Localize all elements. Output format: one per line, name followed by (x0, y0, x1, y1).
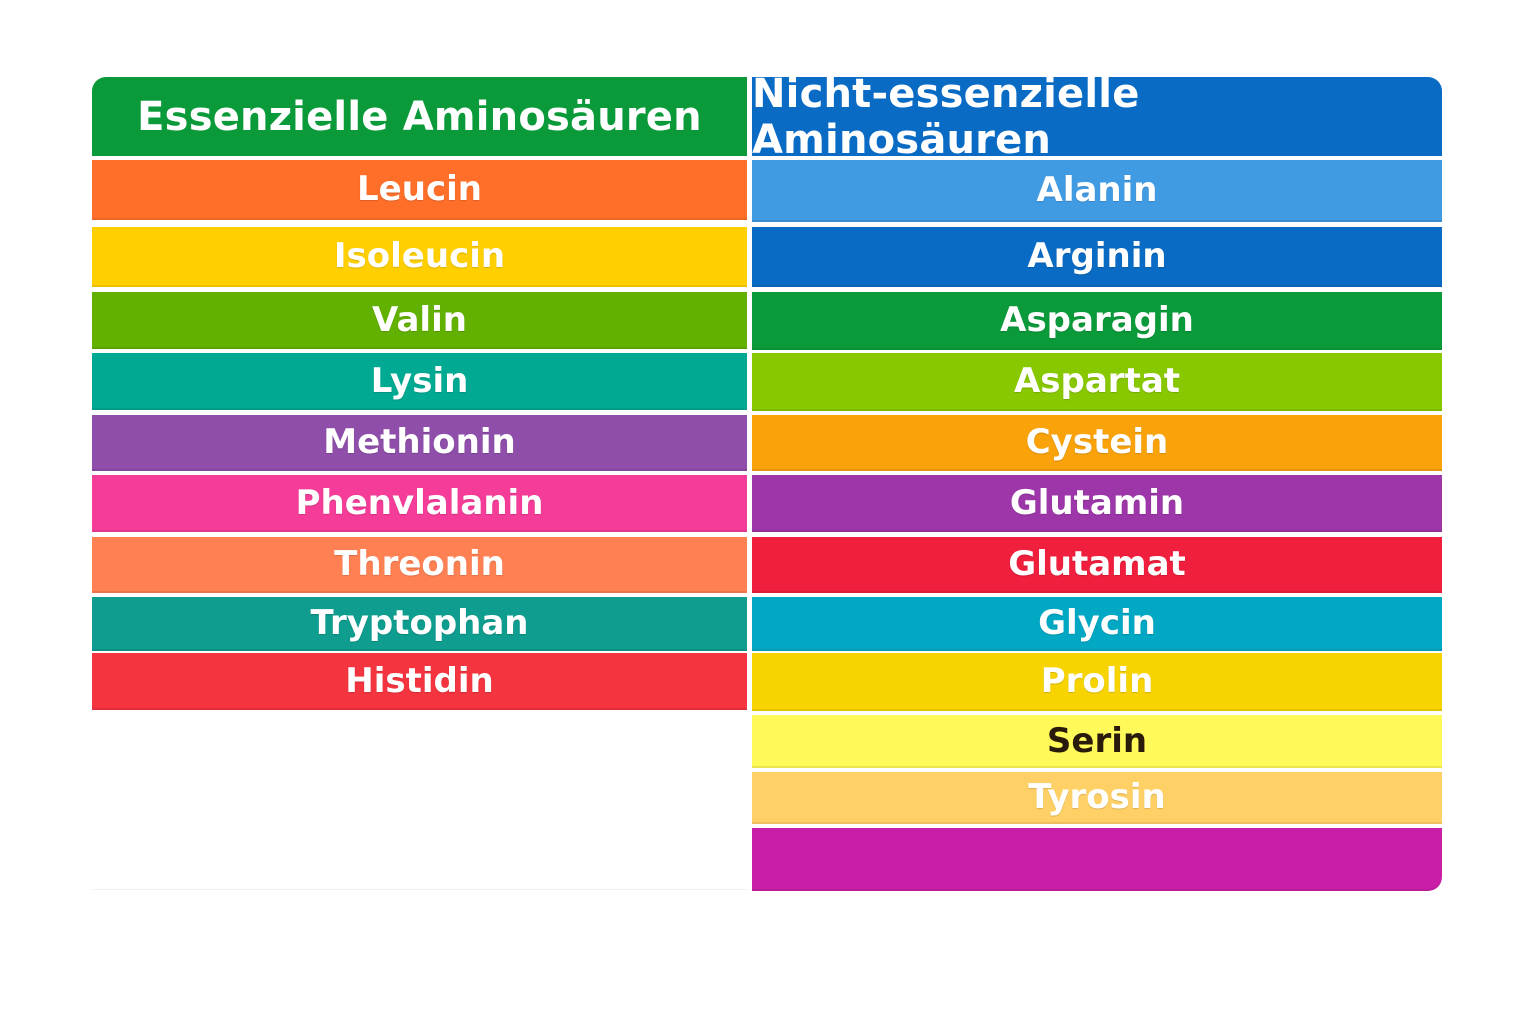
essential-item-histidin: Histidin (92, 653, 747, 710)
non-essential-item-cystein: Cystein (752, 415, 1442, 471)
non-essential-item-glycin: Glycin (752, 597, 1442, 651)
essential-item-isoleucin: Isoleucin (92, 227, 747, 287)
non-essential-item-serin: Serin (752, 715, 1442, 768)
non-essential-item-asparagin: Asparagin (752, 292, 1442, 350)
non-essential-item-alanin: Alanin (752, 160, 1442, 222)
non-essential-item-arginin: Arginin (752, 227, 1442, 287)
non-essential-item-aspartat: Aspartat (752, 353, 1442, 411)
essential-item-methionin: Methionin (92, 415, 747, 471)
essential-item-lysin: Lysin (92, 353, 747, 410)
non-essential-item-glutamin: Glutamin (752, 475, 1442, 532)
empty-cell (92, 768, 747, 827)
non-essential-item-glutamat: Glutamat (752, 537, 1442, 593)
essential-item-leucin: Leucin (92, 160, 747, 220)
essential-item-threonin: Threonin (92, 537, 747, 593)
non-essential-header: Nicht-essenzielle Aminosäuren (752, 71, 1442, 163)
non-essential-item-prolin: Prolin (752, 653, 1442, 711)
amino-acid-table: Essenzielle Aminosäuren Leucin Isoleucin… (92, 71, 1442, 891)
essential-item-tryptophan: Tryptophan (92, 597, 747, 651)
essential-item-phenvlalanin: Phenvlalanin (92, 475, 747, 532)
empty-cell (92, 710, 747, 769)
non-essential-item-tyrosin: Tyrosin (752, 772, 1442, 824)
empty-cell (92, 826, 747, 890)
non-essential-item-empty (752, 828, 1442, 891)
essential-item-valin: Valin (92, 292, 747, 349)
essential-header: Essenzielle Aminosäuren (92, 77, 747, 156)
